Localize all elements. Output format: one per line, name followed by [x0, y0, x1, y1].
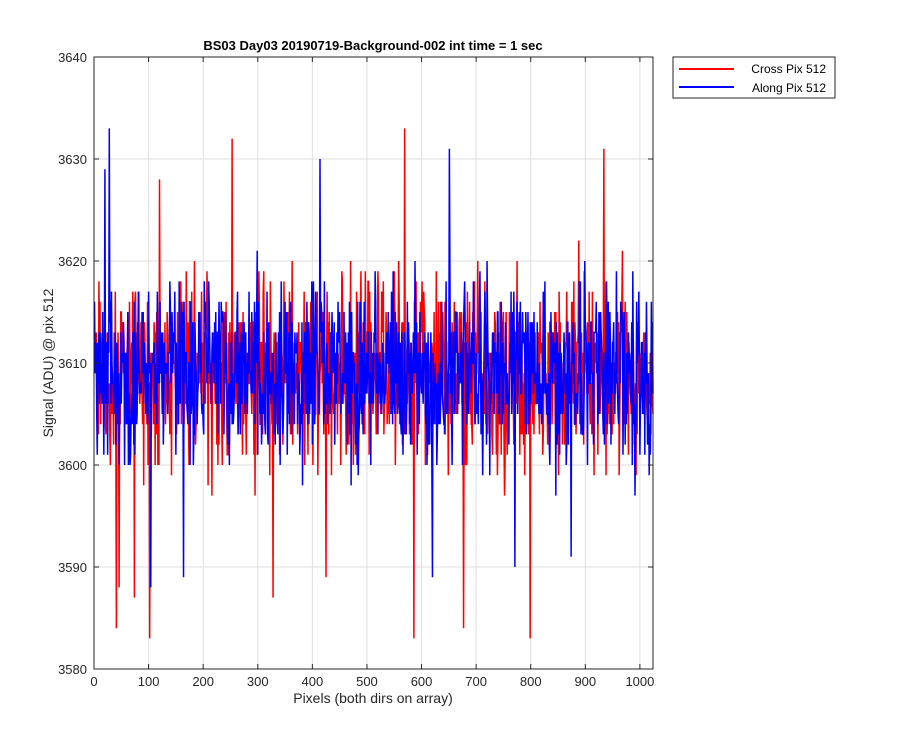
x-tick-label: 400	[302, 674, 324, 689]
x-axis-label: Pixels (both dirs on array)	[293, 690, 453, 706]
y-tick-label: 3640	[58, 50, 87, 65]
y-tick-label: 3620	[58, 254, 87, 269]
y-tick-label: 3590	[58, 560, 87, 575]
x-tick-label: 800	[520, 674, 542, 689]
x-tick-label: 300	[247, 674, 269, 689]
x-tick-label: 1000	[625, 674, 654, 689]
legend[interactable]: Cross Pix 512 Along Pix 512	[672, 56, 836, 99]
y-tick-label: 3610	[58, 356, 87, 371]
y-tick-label: 3600	[58, 458, 87, 473]
legend-label-cross: Cross Pix 512	[751, 62, 826, 76]
x-tick-label: 200	[192, 674, 214, 689]
x-tick-label: 600	[411, 674, 433, 689]
x-tick-label: 100	[138, 674, 160, 689]
tick-marks	[93, 56, 653, 670]
series-line-along	[93, 128, 654, 588]
y-tick-labels: 3580 3590 3600 3610 3620 3630 3640	[58, 50, 87, 677]
plot-area	[93, 56, 654, 670]
x-tick-labels: 0 100 200 300 400 500 600 700 800 900 1000	[90, 674, 654, 689]
y-axis-label: Signal (ADU) @ pix 512	[40, 288, 56, 437]
legend-box	[672, 56, 836, 99]
x-tick-label: 0	[90, 674, 97, 689]
x-tick-label: 900	[574, 674, 596, 689]
y-tick-label: 3580	[58, 662, 87, 677]
chart-title: BS03 Day03 20190719-Background-002 int t…	[203, 38, 542, 53]
x-tick-label: 500	[356, 674, 378, 689]
series-layer	[93, 128, 654, 639]
y-tick-label: 3630	[58, 152, 87, 167]
x-tick-label: 700	[465, 674, 487, 689]
legend-label-along: Along Pix 512	[752, 81, 826, 95]
